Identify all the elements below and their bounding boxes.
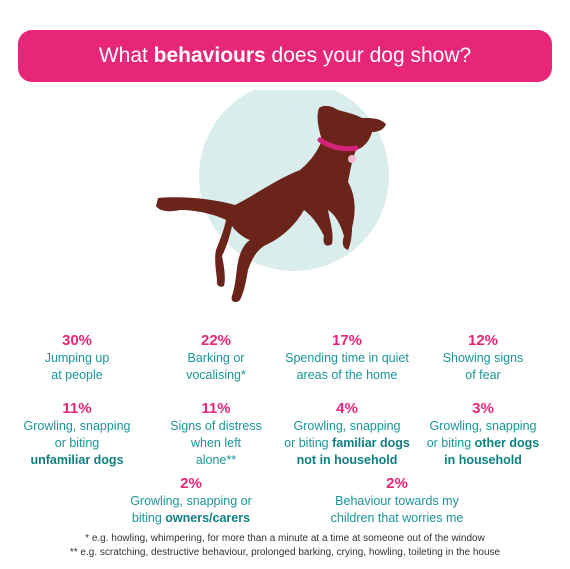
title-banner: What behaviours does your dog show? [18, 30, 552, 82]
stat-percentage: 30% [61, 332, 93, 349]
dog-collar [317, 137, 359, 152]
stat-children: 2% Behaviour towards my children that wor… [307, 475, 487, 527]
stat-unfamiliar-dogs: 11% Growling, snapping or biting unfamilia… [2, 400, 152, 469]
stat-description: Spending time in quiet areas of the home [285, 351, 409, 382]
stat-description: Growling, snapping or biting other dogs … [426, 419, 540, 467]
stat-percentage: 11% [62, 400, 92, 417]
stat-percentage: 2% [386, 475, 408, 492]
stat-description: Signs of distress when left alone** [170, 419, 262, 467]
footnote-single-asterisk: * e.g. howling, whimpering, for more tha… [85, 533, 485, 544]
stat-owners-carers: 2% Growling, snapping or biting owners/c… [106, 475, 276, 527]
stat-signs-of-fear: 12% Showing signs of fear [408, 332, 558, 384]
stat-percentage: 12% [467, 332, 499, 349]
stat-familiar-dogs: 4% Growling, snapping or biting familiar… [272, 400, 422, 469]
stat-percentage: 22% [200, 332, 232, 349]
stat-quiet-areas: 17% Spending time in quiet areas of the h… [272, 332, 422, 384]
stat-other-dogs-household: 3% Growling, snapping or biting other do… [408, 400, 558, 469]
stat-description: Growling, snapping or biting owners/care… [130, 494, 252, 525]
title-text: What behaviours does your dog show? [98, 44, 472, 67]
footnotes: * e.g. howling, whimpering, for more tha… [0, 532, 570, 560]
stat-jumping-up: 30% Jumping up at people [2, 332, 152, 384]
collar-tag [348, 155, 356, 163]
stat-description: Showing signs of fear [442, 351, 524, 382]
stat-description: Jumping up at people [44, 351, 110, 382]
stat-percentage: 2% [180, 475, 202, 492]
stat-description: Growling, snapping or biting unfamiliar do… [23, 419, 131, 467]
stat-barking: 22% Barking or vocalising* [141, 332, 291, 384]
footnote-double-asterisk: ** e.g. scratching, destructive behaviou… [69, 547, 501, 558]
stat-distress-alone: 11% Signs of distress when left alone** [141, 400, 291, 469]
stat-description: Behaviour towards my children that worrie… [330, 494, 464, 525]
stat-description: Barking or vocalising* [186, 351, 246, 382]
dog-jumping-illustration-icon [156, 90, 389, 303]
stat-percentage: 17% [331, 332, 363, 349]
stat-description: Growling, snapping or biting familiar do… [284, 419, 410, 467]
stat-percentage: 3% [472, 400, 494, 417]
stat-percentage: 4% [336, 400, 358, 417]
dog-body [156, 105, 386, 303]
stat-percentage: 11% [201, 400, 231, 417]
